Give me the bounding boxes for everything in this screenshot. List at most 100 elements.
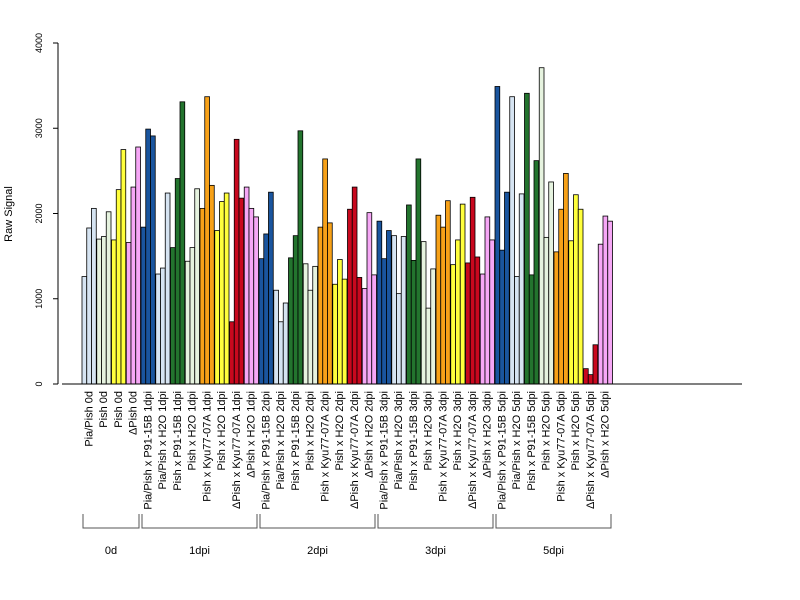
- bar: [381, 258, 387, 385]
- bar: [474, 256, 481, 385]
- bar: [155, 273, 161, 385]
- x-tick-label: Pish x H2O 5dpi: [541, 391, 553, 470]
- x-tick-label: ΔPish x Kyu77-07A 2dpi: [349, 391, 361, 509]
- bar: [494, 86, 501, 385]
- group-bracket: [377, 514, 494, 529]
- x-tick-label: Pish x P91-15B 5dpi: [526, 391, 538, 491]
- bar: [258, 258, 265, 385]
- bar: [602, 215, 609, 385]
- group-brackets: 0d 1dpi 2dpi 3dpi 5dpi: [82, 514, 612, 557]
- bar: [499, 249, 505, 385]
- bar: [229, 321, 235, 385]
- group-label: 0d: [105, 545, 117, 557]
- bar: [484, 216, 491, 385]
- y-tick-label: 2000: [34, 203, 44, 223]
- bar: [199, 207, 206, 385]
- bar: [479, 273, 486, 385]
- bar: [130, 186, 137, 385]
- bar: [253, 216, 259, 385]
- bar: [553, 251, 560, 385]
- x-tick-label: Pia/Pish x P91-15B 1dpi: [142, 391, 154, 510]
- bar: [518, 193, 525, 385]
- bar: [459, 203, 466, 385]
- x-tick-label: Pia/Pish x H2O 3dpi: [393, 391, 405, 489]
- x-tick-label: Pish x H2O 1dpi: [216, 391, 228, 470]
- bar: [583, 368, 589, 385]
- bar: [577, 208, 584, 385]
- bar: [120, 149, 127, 385]
- bar: [302, 263, 309, 385]
- bar: [105, 211, 112, 385]
- x-tick-label: Pia/Pish x H2O 5dpi: [511, 391, 523, 489]
- x-tick-label: Pish x H2O 3dpi: [423, 391, 435, 470]
- bar: [376, 220, 383, 385]
- bar: [179, 101, 186, 385]
- y-axis: 0 1000 2000 3000 4000: [34, 33, 59, 387]
- bar: [135, 146, 141, 385]
- x-tick-label: ΔPish 0d: [128, 391, 140, 435]
- x-tick-label: Pish x H2O 2dpi: [334, 391, 346, 470]
- x-tick-label: Pish x H2O 3dpi: [452, 391, 464, 470]
- bar: [563, 173, 569, 385]
- x-tick-labels: Pia/Pish 0d Pish 0d Pish 0d ΔPish 0d Pia/Pis…: [83, 391, 611, 510]
- bar: [297, 130, 304, 385]
- bar: [386, 230, 392, 385]
- group-label: 1dpi: [189, 545, 210, 557]
- bar: [332, 283, 338, 385]
- bar: [150, 135, 156, 385]
- bar: [204, 96, 210, 385]
- x-tick-label: Pia/Pish x P91-15B 5dpi: [496, 391, 508, 510]
- bar: [361, 288, 368, 385]
- x-tick-label: ΔPish x H2O 2dpi: [364, 391, 376, 478]
- x-tick-label: ΔPish x H2O 5dpi: [600, 391, 612, 478]
- bar: [174, 178, 181, 385]
- x-tick-label: ΔPish x Kyu77-07A 3dpi: [467, 391, 479, 509]
- bar: [317, 226, 324, 385]
- bar: [140, 226, 147, 385]
- bar: [450, 264, 456, 385]
- group-bracket: [82, 514, 140, 529]
- bar: [420, 241, 427, 385]
- bar: [341, 278, 348, 385]
- x-tick-label: ΔPish x Kyu77-07A 1dpi: [231, 391, 243, 509]
- bar: [219, 201, 225, 385]
- bar: [209, 184, 215, 385]
- bar: [514, 276, 520, 385]
- bar: [288, 257, 294, 385]
- bar: [425, 307, 432, 385]
- x-tick-label: Pish x H2O 5dpi: [570, 391, 582, 470]
- bar: [327, 222, 333, 385]
- bar: [243, 186, 250, 385]
- bar: [184, 260, 191, 385]
- bar: [322, 158, 328, 385]
- bar: [248, 207, 255, 385]
- x-tick-label: Pish 0d: [113, 391, 125, 428]
- bar: [538, 67, 545, 385]
- bar: [607, 220, 613, 385]
- bar: [268, 191, 274, 385]
- group-bracket: [141, 514, 258, 529]
- bar: [410, 259, 417, 385]
- bar: [366, 212, 373, 385]
- x-tick-label: ΔPish x H2O 3dpi: [482, 391, 494, 478]
- bar: [214, 230, 220, 385]
- bar: [469, 196, 476, 385]
- x-tick-label: Pish x Kyu77-07A 5dpi: [555, 391, 567, 502]
- bar: [194, 188, 200, 385]
- x-tick-label: Pish x P91-15B 3dpi: [408, 391, 420, 491]
- bar: [238, 197, 245, 385]
- bar: [145, 128, 151, 385]
- y-tick-label: 1000: [34, 289, 44, 309]
- bar: [587, 374, 594, 385]
- bar: [489, 239, 495, 385]
- bar: [307, 289, 314, 385]
- bar: [356, 277, 363, 385]
- group-bracket: [259, 514, 376, 529]
- y-axis-label: Raw Signal: [3, 186, 15, 242]
- bar: [101, 236, 107, 385]
- bar: [337, 259, 343, 385]
- bar: [189, 247, 196, 385]
- y-tick-label: 4000: [34, 33, 44, 53]
- x-tick-label: Pish x Kyu77-07A 1dpi: [201, 391, 213, 502]
